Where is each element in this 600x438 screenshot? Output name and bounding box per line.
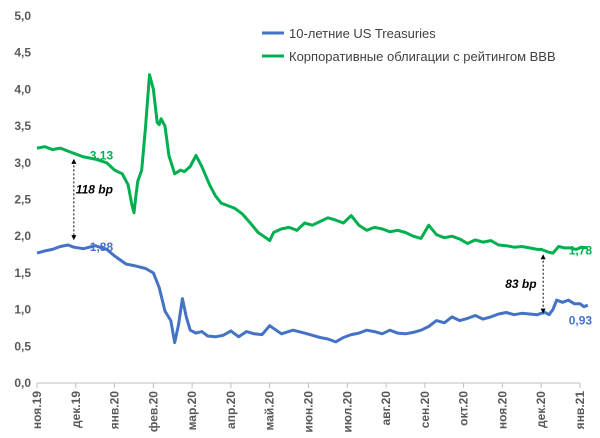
y-tick-label: 3,5 xyxy=(14,119,31,133)
x-tick-label: янв.21 xyxy=(573,391,587,430)
series-line-bbb xyxy=(36,73,588,255)
x-tick-label: дек.19 xyxy=(69,391,83,428)
y-tick-label: 1,5 xyxy=(14,266,31,280)
annotation-bbb-start: 3,13 xyxy=(90,148,114,162)
x-tick-label: май.20 xyxy=(263,391,277,431)
legend-label-ust: 10-летние US Treasuries xyxy=(289,26,436,41)
y-tick-label: 5,0 xyxy=(14,9,31,23)
x-tick-label: ноя.19 xyxy=(30,391,44,429)
annotation-spread-83bp: 83 bp xyxy=(505,277,536,291)
x-tick-label: окт.20 xyxy=(457,391,471,426)
y-tick-label: 2,5 xyxy=(14,193,31,207)
y-axis-labels: 0,0 0,5 1,0 1,5 2,0 2,5 3,0 3,5 4,0 4,5 5,0 xyxy=(14,9,31,390)
x-tick-label: сен.20 xyxy=(418,391,432,429)
series-lines xyxy=(36,73,589,345)
y-tick-label: 1,0 xyxy=(14,303,31,317)
spread-markers xyxy=(71,158,546,314)
y-tick-label: 0,5 xyxy=(14,339,31,353)
y-tick-label: 4,0 xyxy=(14,82,31,96)
x-tick-label: авг.20 xyxy=(379,391,393,426)
x-tick-label: июн.20 xyxy=(302,391,316,433)
x-tick-label: апр.20 xyxy=(224,391,238,429)
x-tick-label: мар.20 xyxy=(185,391,199,431)
series-line-ust xyxy=(36,243,589,345)
y-tick-label: 2,0 xyxy=(14,229,31,243)
x-tick-label: дек.20 xyxy=(534,391,548,428)
x-tick-label: ноя.20 xyxy=(495,391,509,429)
x-tick-label: янв.20 xyxy=(108,391,122,430)
x-tick-label: фев.20 xyxy=(146,391,160,432)
annotation-ust-start: 1,88 xyxy=(90,240,114,254)
legend-label-bbb: Корпоративные облигации с рейтингом BBB xyxy=(289,49,556,64)
x-tick-label: июл.20 xyxy=(340,391,354,433)
x-axis-labels: ноя.19 дек.19 янв.20 фев.20 мар.20 апр.20 май.… xyxy=(30,383,587,433)
y-tick-label: 0,0 xyxy=(14,376,31,390)
y-tick-label: 3,0 xyxy=(14,156,31,170)
legend: 10-летние US Treasuries Корпоративные об… xyxy=(262,26,556,64)
value-annotations: 3,13 1,88 1,78 0,93 118 bp 83 bp xyxy=(76,148,593,327)
annotation-spread-118bp: 118 bp xyxy=(76,183,113,197)
annotation-bbb-end: 1,78 xyxy=(569,243,593,257)
y-tick-label: 4,5 xyxy=(14,46,31,60)
annotation-ust-end: 0,93 xyxy=(569,314,593,328)
